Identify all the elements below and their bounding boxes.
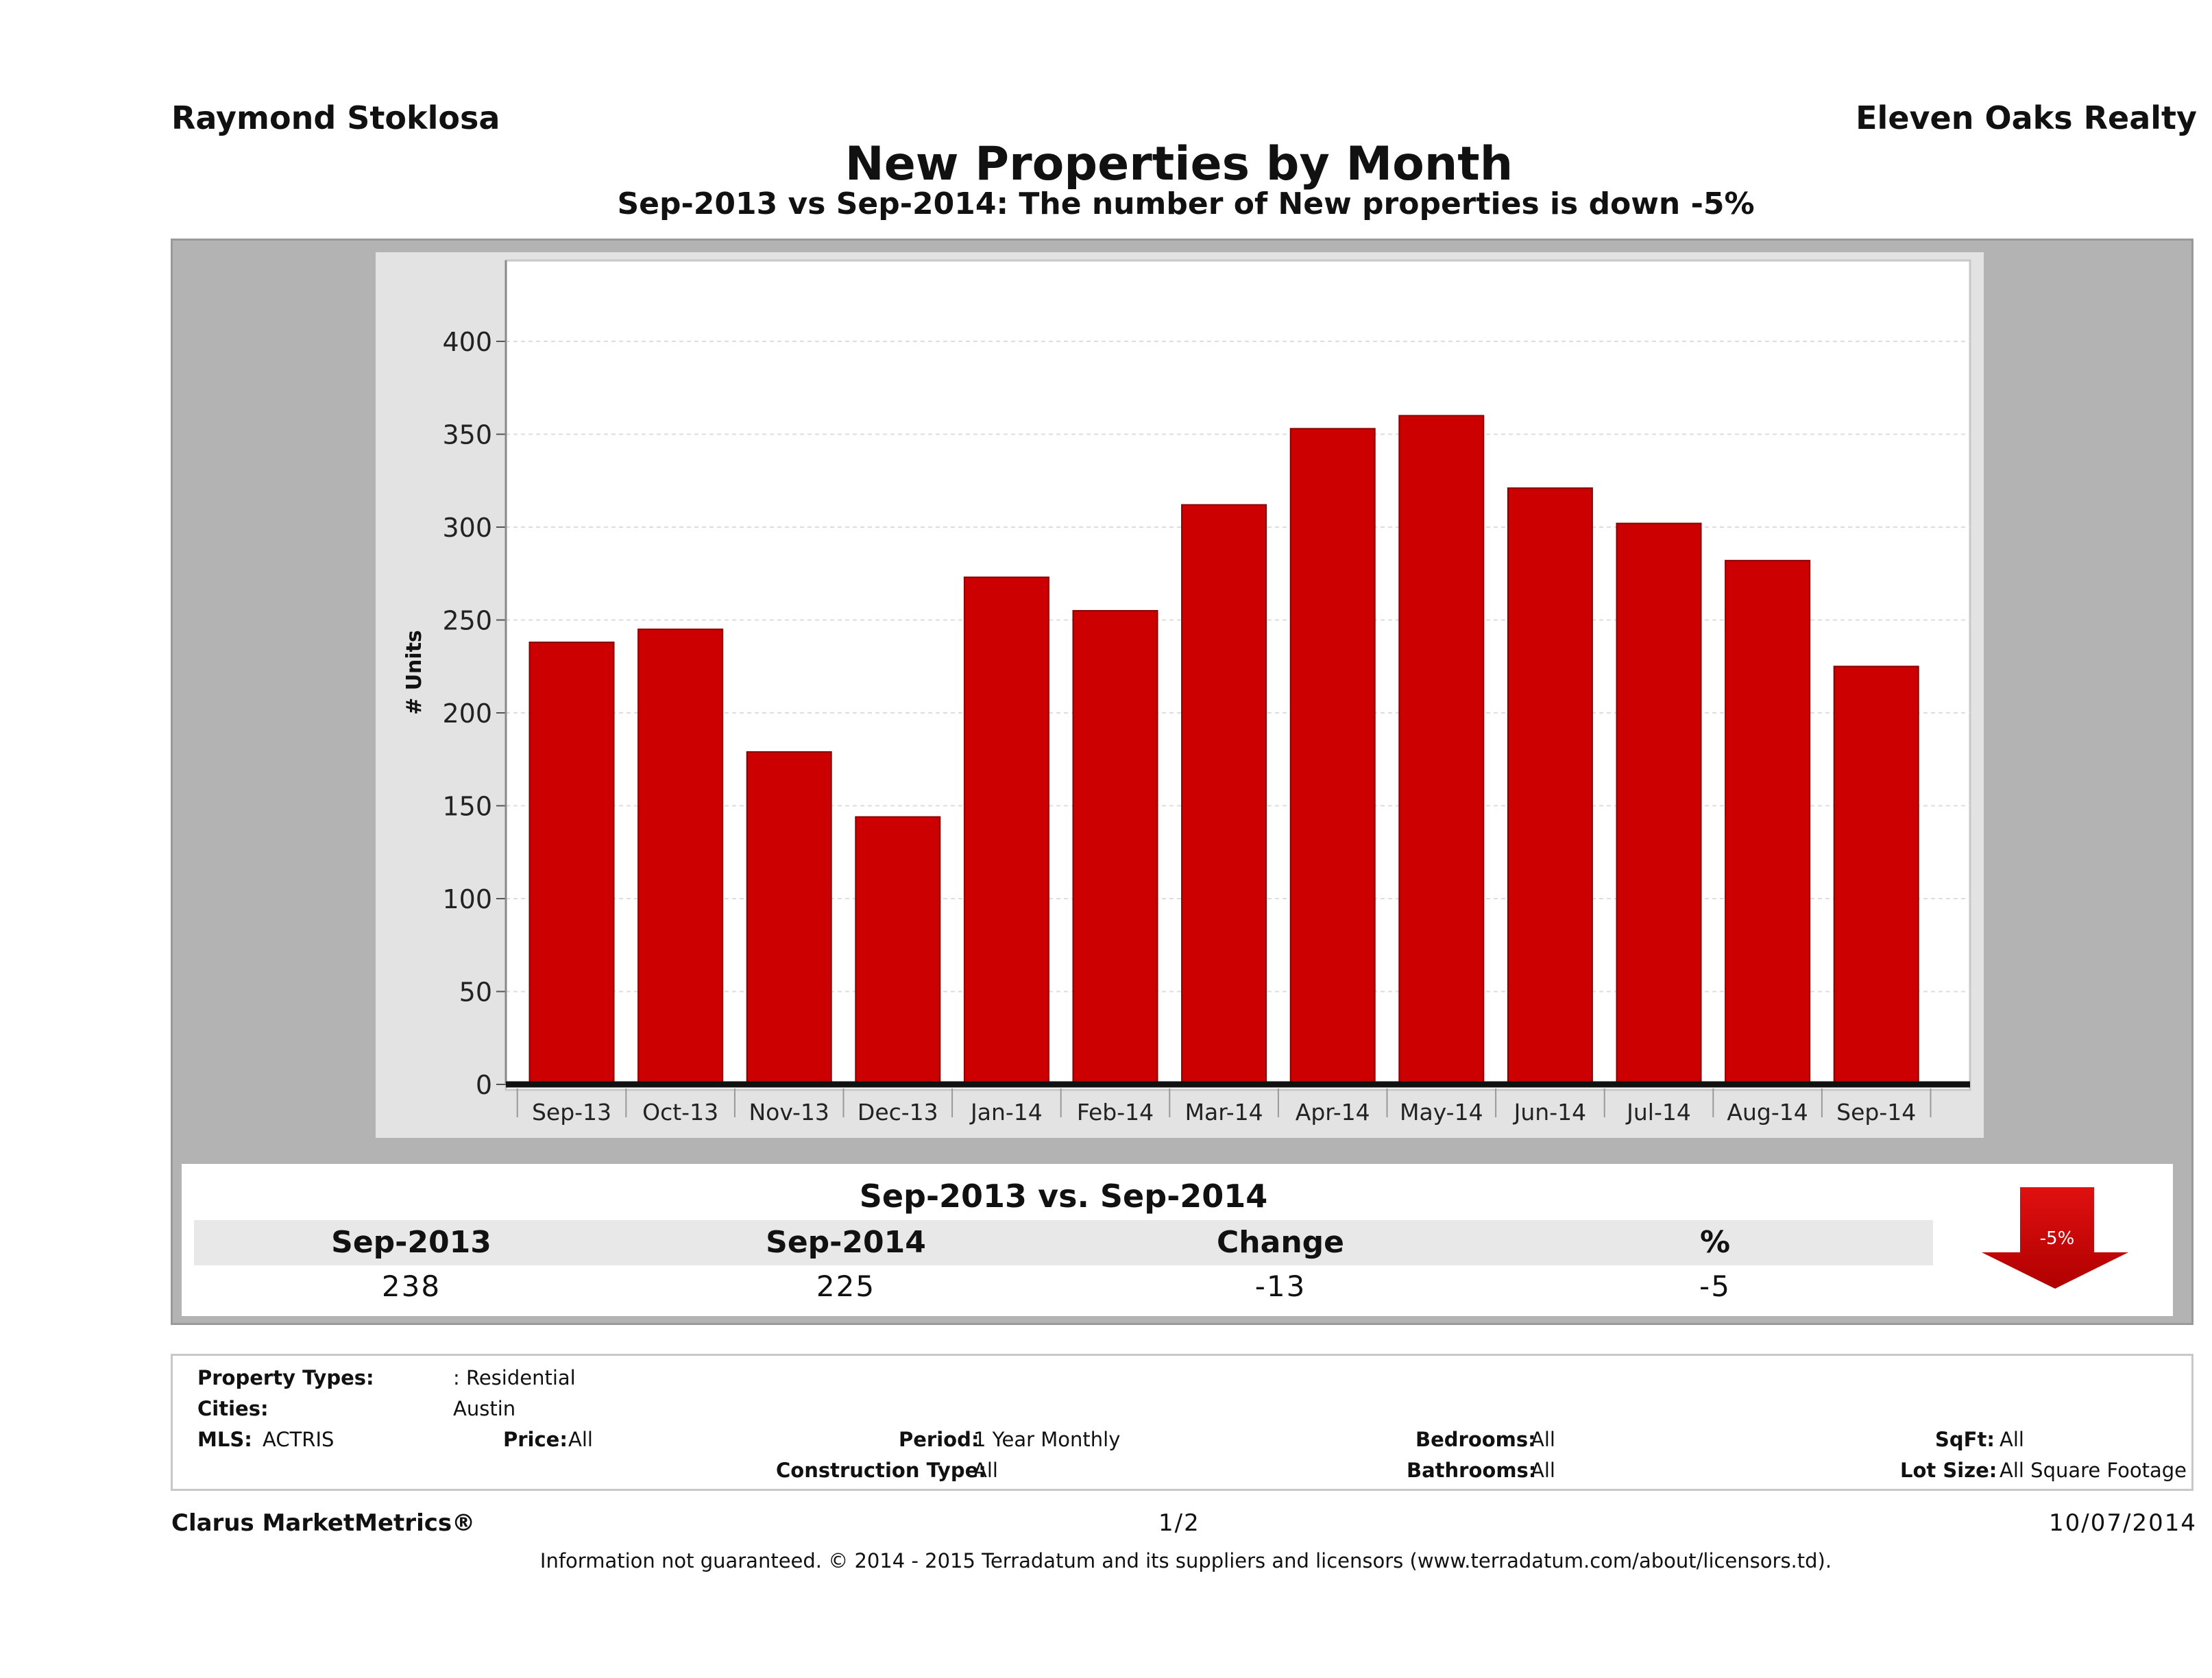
cities-label: Cities: <box>197 1397 269 1420</box>
property-types-value: : Residential <box>453 1366 576 1389</box>
mls-value: ACTRIS <box>263 1428 335 1451</box>
page-number: 1/2 <box>1158 1509 1200 1537</box>
report-date: 10/07/2014 <box>2049 1509 2197 1537</box>
y-tick-label: 200 <box>442 698 492 729</box>
price-label: Price: <box>503 1428 568 1451</box>
bar <box>1181 504 1267 1086</box>
bar <box>1289 428 1376 1085</box>
x-tick-label: Apr-14 <box>1296 1099 1370 1126</box>
bedrooms-label: Bedrooms: <box>1415 1428 1536 1451</box>
x-tick-label: Jul-14 <box>1625 1099 1691 1126</box>
bar-chart: 0 50 100 150 200 250 300 350 400 # Units Sep-13 Oct… <box>402 259 1971 1126</box>
y-tick-label: 50 <box>459 977 492 1008</box>
x-tick-label: Feb-14 <box>1077 1099 1154 1126</box>
summary-value-cell: -5 <box>1699 1269 1731 1303</box>
chart-subtitle: Sep-2013 vs Sep-2014: The number of New … <box>617 186 1755 221</box>
down-arrow-icon: -5% <box>1982 1187 2128 1289</box>
brokerage-name: Eleven Oaks Realty <box>1856 99 2197 136</box>
x-tick-label: Sep-13 <box>532 1099 611 1126</box>
summary-header-cell: Sep-2013 <box>331 1225 491 1260</box>
lot-size-label: Lot Size: <box>1900 1459 1997 1482</box>
y-tick-label: 150 <box>442 792 492 822</box>
period-label: Period: <box>899 1428 980 1451</box>
summary-header-row: Sep-2013 Sep-2014 Change % <box>194 1220 1933 1265</box>
x-tick-label: Aug-14 <box>1727 1099 1808 1126</box>
x-tick-label: Oct-13 <box>642 1099 718 1126</box>
y-tick-label: 0 <box>476 1070 492 1100</box>
y-tick-label: 250 <box>442 606 492 636</box>
y-axis-label: # Units <box>402 630 426 715</box>
y-tick-label: 400 <box>442 327 492 357</box>
sqft-value: All <box>2000 1428 2024 1451</box>
x-tick-label: Dec-13 <box>858 1099 938 1126</box>
bar <box>1833 666 1919 1085</box>
agent-name: Raymond Stoklosa <box>171 99 500 136</box>
bars <box>528 415 1919 1086</box>
bar <box>1616 522 1702 1085</box>
mls-label: MLS: <box>197 1428 252 1451</box>
summary-value-row: 238 225 -13 -5 <box>194 1267 1933 1306</box>
x-tick-label: Jun-14 <box>1513 1099 1586 1126</box>
sqft-label: SqFt: <box>1935 1428 1995 1451</box>
y-tick-label: 300 <box>442 513 492 543</box>
summary-value-cell: -13 <box>1254 1269 1306 1303</box>
chart-title: New Properties by Month <box>844 137 1514 191</box>
summary-value-cell: 225 <box>816 1269 876 1303</box>
x-tick-label: Mar-14 <box>1185 1099 1263 1126</box>
bathrooms-label: Bathrooms: <box>1407 1459 1537 1482</box>
disclaimer: Information not guaranteed. © 2014 - 201… <box>539 1549 1832 1572</box>
x-tick-label: Jan-14 <box>969 1099 1043 1126</box>
construction-type-label: Construction Type: <box>776 1459 986 1482</box>
change-indicator: -5% <box>1964 1174 2146 1304</box>
bar <box>528 642 615 1085</box>
construction-type-value: All <box>973 1459 998 1482</box>
bar <box>746 751 832 1085</box>
bar <box>1725 559 1811 1085</box>
product-name: Clarus MarketMetrics® <box>171 1509 476 1537</box>
filter-panel: Property Types: : Residential Cities: Au… <box>171 1354 2193 1491</box>
bar <box>855 816 941 1085</box>
summary-header-cell: % <box>1699 1225 1731 1260</box>
cities-value: Austin <box>453 1397 516 1420</box>
summary-value-cell: 238 <box>381 1269 441 1303</box>
bar <box>637 629 724 1085</box>
summary-header-cell: Change <box>1217 1225 1344 1260</box>
axes: 0 50 100 150 200 250 300 350 400 # Units Sep-13 Oct… <box>402 260 1970 1126</box>
bedrooms-value: All <box>1531 1428 1555 1451</box>
y-tick-label: 100 <box>442 884 492 914</box>
chart-panel: 0 50 100 150 200 250 300 350 400 # Units Sep-13 Oct… <box>376 252 1984 1138</box>
bar <box>1507 487 1593 1085</box>
property-types-label: Property Types: <box>197 1366 374 1389</box>
bathrooms-value: All <box>1531 1459 1555 1482</box>
lot-size-value: All Square Footage <box>2000 1459 2187 1482</box>
change-badge-label: -5% <box>2040 1228 2075 1249</box>
bar <box>1072 609 1158 1085</box>
x-tick-label: Nov-13 <box>749 1099 829 1126</box>
summary-header-cell: Sep-2014 <box>766 1225 926 1260</box>
x-tick-label: May-14 <box>1400 1099 1483 1126</box>
y-tick-label: 350 <box>442 420 492 450</box>
x-tick-label: Sep-14 <box>1836 1099 1916 1126</box>
price-value: All <box>568 1428 593 1451</box>
bar <box>963 576 1049 1086</box>
bar <box>1398 415 1485 1085</box>
summary-title: Sep-2013 vs. Sep-2014 <box>194 1174 1933 1219</box>
period-value: 1 Year Monthly <box>973 1428 1121 1451</box>
